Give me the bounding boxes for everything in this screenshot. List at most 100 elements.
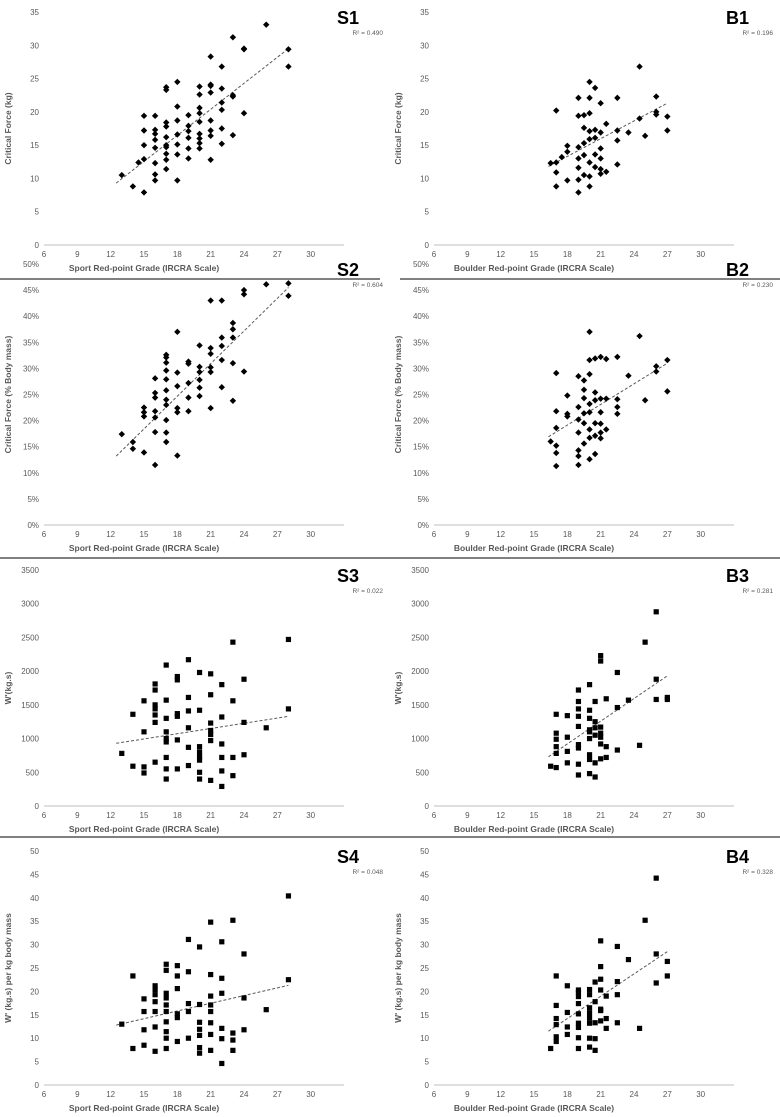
x-tick-label: 15	[530, 1090, 539, 1099]
y-tick-label: 35	[420, 8, 429, 17]
data-point	[152, 983, 158, 989]
data-point	[241, 951, 247, 957]
data-point	[285, 46, 292, 53]
data-point	[219, 990, 225, 996]
data-point	[625, 697, 632, 703]
data-point	[625, 372, 632, 379]
data-point	[163, 1002, 169, 1008]
data-point	[548, 1045, 554, 1052]
data-point	[174, 963, 180, 969]
data-point	[575, 1011, 582, 1017]
data-point	[614, 1020, 620, 1026]
panel-label: S3	[337, 566, 359, 586]
x-tick-label: 30	[696, 530, 705, 539]
data-point	[152, 719, 158, 725]
data-point	[586, 127, 593, 135]
data-point	[603, 168, 610, 175]
data-point	[196, 83, 203, 90]
data-point	[580, 124, 588, 132]
panel-label: B1	[726, 8, 749, 28]
data-point	[553, 408, 560, 415]
r-squared-label: R² = 0.328	[742, 869, 773, 876]
data-point	[174, 973, 180, 979]
y-tick-label: 0	[35, 1081, 40, 1090]
data-point	[598, 1006, 604, 1012]
x-tick-label: 30	[696, 1090, 705, 1099]
data-point	[151, 112, 159, 120]
data-point	[564, 1009, 570, 1016]
data-point	[586, 328, 593, 336]
data-point	[151, 126, 159, 134]
data-point	[196, 1001, 203, 1008]
data-point	[207, 297, 214, 304]
x-tick-label: 9	[465, 1090, 470, 1099]
y-tick-label: 30	[30, 941, 39, 950]
data-point	[151, 408, 159, 415]
data-point	[586, 1015, 593, 1021]
data-point	[151, 461, 159, 469]
y-tick-label: 40%	[413, 312, 429, 321]
x-tick-label: 12	[496, 811, 505, 820]
data-point	[140, 127, 148, 134]
y-tick-label: 0%	[417, 521, 429, 530]
data-point	[196, 139, 203, 147]
data-point	[597, 100, 604, 107]
data-point	[208, 993, 214, 999]
data-point	[592, 1036, 598, 1042]
data-point	[575, 713, 582, 719]
data-point	[586, 94, 593, 102]
x-tick-label: 18	[563, 811, 572, 820]
x-tick-label: 18	[173, 250, 182, 259]
data-point	[564, 713, 570, 719]
data-point	[586, 1035, 593, 1041]
data-point	[229, 334, 237, 341]
data-point	[575, 723, 582, 730]
data-point	[219, 714, 225, 720]
x-axis-title: Boulder Red-point Grade (IRCRA Scale)	[454, 263, 614, 273]
data-point	[196, 754, 203, 760]
data-point	[140, 189, 148, 196]
y-tick-label: 10	[420, 174, 429, 183]
x-tick-label: 9	[75, 1090, 80, 1099]
data-point	[614, 943, 620, 950]
data-point	[240, 45, 248, 52]
y-tick-label: 10	[30, 1034, 39, 1043]
y-tick-label: 30%	[23, 364, 39, 373]
data-point	[575, 761, 582, 767]
y-tick-label: 25	[420, 964, 429, 973]
data-point	[553, 764, 559, 771]
y-tick-label: 500	[26, 768, 40, 777]
data-point	[174, 1015, 180, 1021]
data-point	[174, 328, 181, 336]
data-point	[185, 122, 192, 130]
data-point	[580, 440, 588, 447]
data-point	[642, 917, 648, 923]
data-point	[575, 429, 582, 436]
data-point	[592, 725, 598, 731]
data-point	[558, 153, 565, 161]
data-point	[575, 112, 582, 120]
y-tick-label: 10	[420, 1034, 429, 1043]
x-tick-label: 6	[42, 1090, 47, 1099]
data-point	[163, 387, 170, 394]
x-tick-label: 9	[75, 530, 80, 539]
x-tick-label: 27	[663, 250, 672, 259]
r-squared-label: R² = 0.048	[352, 869, 383, 876]
y-tick-label: 5%	[27, 495, 39, 504]
x-tick-label: 12	[496, 250, 505, 259]
x-tick-label: 15	[140, 1090, 149, 1099]
data-point	[196, 376, 203, 384]
data-point	[218, 356, 225, 364]
data-point	[547, 438, 554, 445]
data-point	[229, 326, 237, 333]
data-point	[263, 725, 269, 731]
r-squared-label: R² = 0.022	[352, 588, 383, 595]
x-tick-label: 9	[465, 530, 470, 539]
data-point	[230, 917, 236, 923]
data-point	[196, 384, 203, 391]
data-point	[575, 742, 582, 748]
data-point	[553, 1002, 559, 1009]
y-axis-title: Critical Force (% Body mass)	[3, 336, 13, 454]
data-point	[208, 1031, 214, 1038]
y-tick-label: 0	[35, 802, 40, 811]
